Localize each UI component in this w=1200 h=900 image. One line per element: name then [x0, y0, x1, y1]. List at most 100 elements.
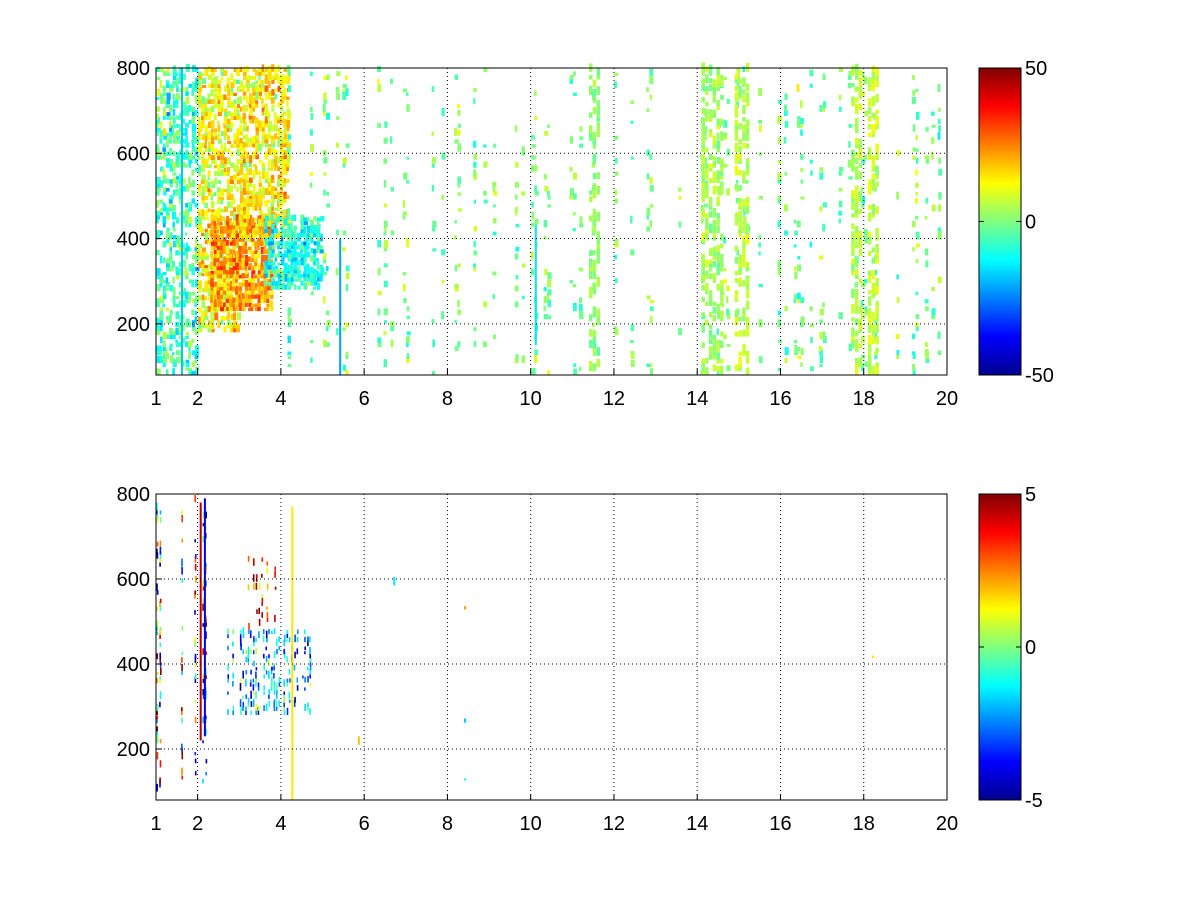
heatmap-cell [521, 191, 526, 196]
heatmap-cell [242, 701, 245, 707]
heatmap-cell [867, 107, 872, 115]
heatmap-cell [204, 136, 208, 145]
heatmap-cell [572, 212, 576, 216]
heatmap-cell [287, 142, 292, 148]
heatmap-cell [851, 288, 855, 295]
heatmap-cell [483, 144, 487, 148]
heatmap-cell [268, 282, 273, 286]
heatmap-cell [156, 249, 160, 256]
heatmap-cell [822, 104, 826, 112]
heatmap-cell [238, 282, 243, 287]
heatmap-cell [260, 281, 265, 287]
heatmap-cell [867, 270, 872, 276]
heatmap-cell [240, 629, 242, 635]
heatmap-cell [384, 225, 387, 232]
heatmap-cell [247, 225, 253, 234]
heatmap-cell [165, 163, 171, 168]
heatmap-cell [858, 90, 863, 95]
heatmap-cell [178, 261, 182, 268]
heatmap-cell [492, 294, 496, 300]
heatmap-cell [216, 170, 221, 177]
bottom-x-axis: 1 2 4 6 8 10 12 14 16 18 20 [150, 794, 958, 835]
heatmap-cell [403, 298, 407, 304]
heatmap-cell [745, 62, 750, 72]
heatmap-cell [208, 296, 212, 301]
heatmap-cell [822, 331, 826, 340]
heatmap-cell [270, 192, 274, 199]
heatmap-cell [163, 257, 166, 264]
heatmap-cell [163, 110, 167, 116]
heatmap-cell [734, 104, 739, 115]
heatmap-cell [254, 254, 258, 259]
y-tick-label: 800 [117, 58, 150, 80]
heatmap-cell [708, 163, 713, 168]
heatmap-cell [274, 281, 279, 290]
heatmap-cell [270, 294, 274, 299]
heatmap-cell [531, 134, 535, 140]
heatmap-cell [716, 342, 720, 352]
heatmap-cell [712, 347, 717, 353]
heatmap-cell [232, 243, 237, 250]
heatmap-cell [281, 253, 285, 262]
heatmap-cell [924, 216, 928, 220]
heatmap-cell [701, 191, 705, 199]
heatmap-cell [205, 631, 207, 639]
heatmap-cell [191, 190, 196, 196]
heatmap-cell [210, 277, 214, 283]
heatmap-cell [596, 277, 600, 287]
heatmap-cell [864, 361, 868, 368]
heatmap-cell [258, 93, 262, 100]
heatmap-cell [166, 227, 170, 232]
heatmap-cell [720, 358, 724, 364]
heatmap-cell [848, 123, 853, 128]
y-tick-label: 600 [117, 569, 150, 591]
heatmap-cell [244, 260, 249, 267]
heatmap-cell [166, 99, 171, 104]
heatmap-cell [614, 326, 617, 332]
heatmap-cell [708, 248, 713, 257]
heatmap-cell [708, 223, 713, 234]
heatmap-cell [271, 125, 275, 132]
heatmap-cell [205, 564, 207, 571]
heatmap-cell [194, 539, 196, 543]
heatmap-cell [274, 241, 278, 246]
heatmap-cell [250, 631, 252, 635]
heatmap-cell [156, 345, 160, 352]
x-tick-label: 2 [192, 388, 203, 410]
heatmap-cell [210, 261, 214, 265]
heatmap-cell [871, 331, 876, 337]
heatmap-cell [705, 109, 709, 115]
heatmap-cell [839, 106, 842, 112]
heatmap-cell [316, 226, 321, 234]
heatmap-cell [166, 178, 170, 184]
heatmap-cell [809, 83, 813, 88]
heatmap-cell [742, 207, 746, 216]
heatmap-cell [245, 272, 249, 279]
heatmap-cell [219, 226, 224, 230]
heatmap-cell [246, 195, 250, 203]
heatmap-cell [264, 78, 269, 84]
heatmap-cell [210, 291, 213, 299]
heatmap-cell [596, 316, 600, 326]
heatmap-cell [309, 182, 313, 188]
heatmap-cell [336, 92, 340, 100]
heatmap-cell [716, 216, 720, 222]
heatmap-cell [277, 278, 282, 286]
heatmap-cell [796, 292, 801, 300]
heatmap-cell [800, 362, 803, 367]
heatmap-cell [431, 86, 435, 92]
heatmap-cell [703, 136, 708, 140]
heatmap-cell [195, 554, 197, 559]
heatmap-cell [547, 204, 552, 208]
heatmap-cell [267, 253, 272, 262]
heatmap-cell [271, 198, 276, 203]
heatmap-cell [262, 128, 266, 136]
heatmap-cell [240, 162, 243, 168]
heatmap-cell [239, 207, 244, 211]
heatmap-cell [166, 369, 169, 375]
heatmap-cell [855, 152, 859, 157]
heatmap-cell [268, 214, 272, 223]
heatmap-cell [531, 144, 536, 148]
heatmap-cell [738, 210, 742, 218]
